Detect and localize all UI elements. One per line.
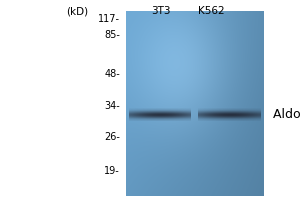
Text: 117-: 117- <box>98 14 120 24</box>
Text: 85-: 85- <box>104 30 120 40</box>
Text: 26-: 26- <box>104 132 120 142</box>
Text: 34-: 34- <box>104 101 120 111</box>
Text: K562: K562 <box>198 6 225 16</box>
Text: 48-: 48- <box>104 69 120 79</box>
Text: 19-: 19- <box>104 166 120 176</box>
Text: Aldolase A: Aldolase A <box>273 108 300 121</box>
Text: (kD): (kD) <box>66 6 88 16</box>
Text: 3T3: 3T3 <box>151 6 170 16</box>
